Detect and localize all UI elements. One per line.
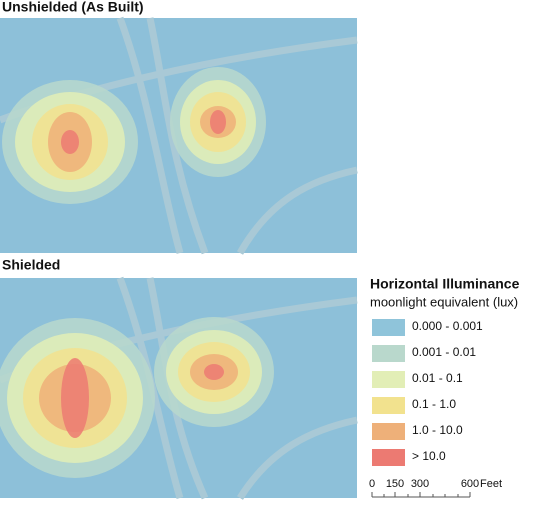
scale-label: 600	[461, 478, 479, 490]
illuminance-zone	[61, 358, 89, 438]
map-shielded	[0, 276, 358, 500]
legend-title: Horizontal Illuminance	[370, 276, 520, 292]
map-title: Shielded	[2, 257, 60, 273]
scale-label: 150	[386, 478, 404, 490]
scale-label: 300	[411, 478, 429, 490]
legend-label: 0.000 - 0.001	[412, 319, 483, 333]
legend-label: 1.0 - 10.0	[412, 423, 463, 437]
legend-swatch	[372, 345, 405, 362]
scale-unit: Feet	[480, 478, 502, 490]
illuminance-zone	[204, 364, 224, 380]
legend-swatch	[372, 397, 405, 414]
legend-label: > 10.0	[412, 449, 446, 463]
legend-swatch	[372, 371, 405, 388]
legend-label: 0.001 - 0.01	[412, 345, 476, 359]
map-title: Unshielded (As Built)	[2, 0, 144, 15]
illuminance-zone	[210, 110, 226, 134]
legend-label: 0.1 - 1.0	[412, 397, 456, 411]
legend-label: 0.01 - 0.1	[412, 371, 463, 385]
map-unshielded	[0, 16, 358, 255]
scale-bar: 0 150 300 600 Feet	[369, 478, 502, 498]
illuminance-zone	[61, 130, 79, 154]
legend-subtitle: moonlight equivalent (lux)	[370, 294, 518, 309]
legend: 0.000 - 0.001 0.001 - 0.01 0.01 - 0.1 0.1 -…	[372, 319, 483, 466]
legend-swatch	[372, 319, 405, 336]
scale-label: 0	[369, 478, 375, 490]
legend-swatch	[372, 449, 405, 466]
legend-swatch	[372, 423, 405, 440]
road	[0, 16, 358, 255]
